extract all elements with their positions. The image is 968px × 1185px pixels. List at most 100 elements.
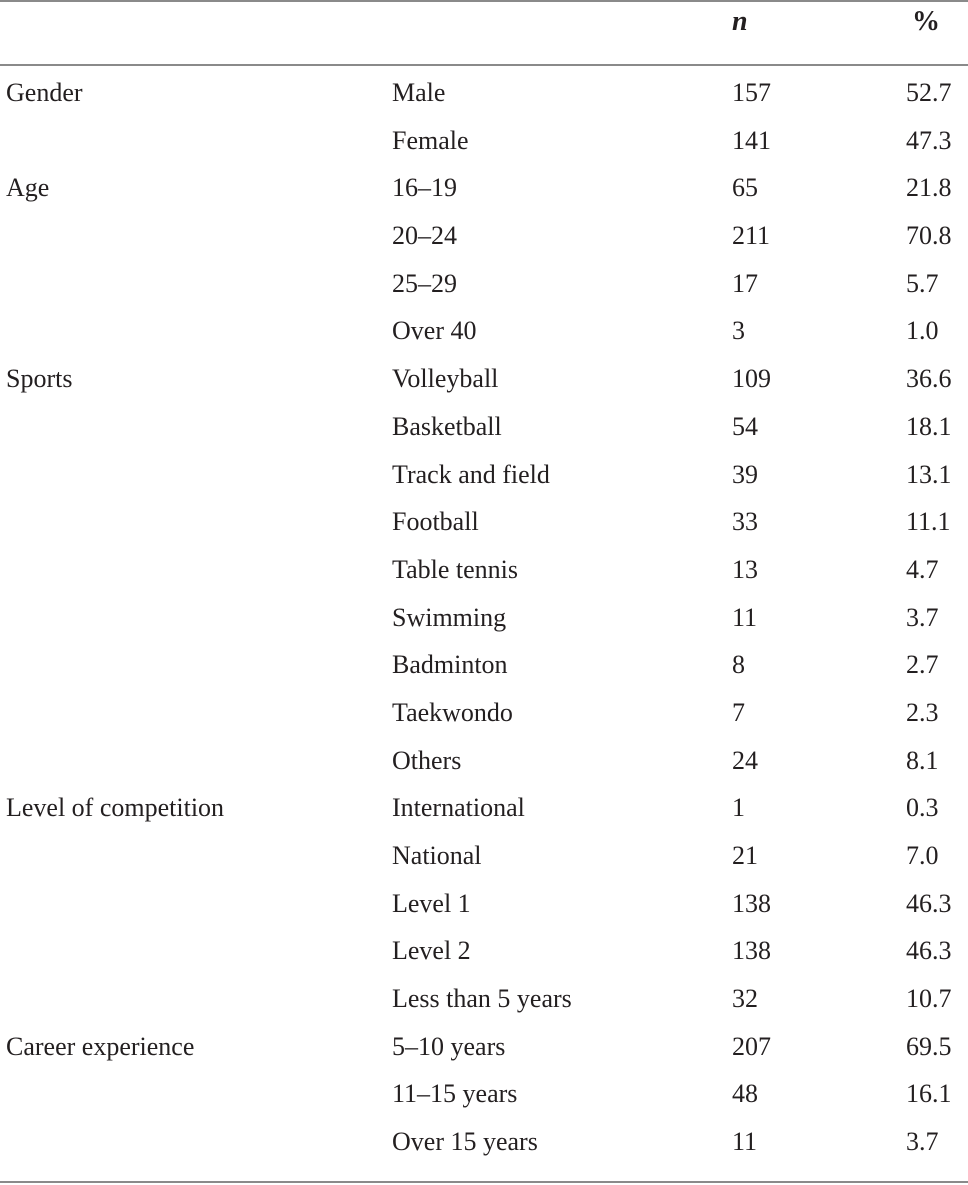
row-category-label: Basketball [392, 411, 502, 441]
row-category-label: Less than 5 years [392, 984, 572, 1014]
row-n-value: 17 [732, 268, 758, 298]
row-category-label: Over 15 years [392, 1127, 538, 1157]
row-category-label: Swimming [392, 602, 507, 632]
row-category-label: 11–15 years [392, 1079, 518, 1109]
row-category-label: 5–10 years [392, 1031, 506, 1061]
row-n-value: 3 [732, 316, 745, 346]
table-row: Track and field 39 13.1 [0, 451, 968, 499]
table-row: 20–24 211 70.8 [0, 212, 968, 260]
row-n-value: 11 [732, 602, 758, 632]
row-category-label: Badminton [392, 650, 508, 680]
row-percent-value: 52.7 [906, 78, 952, 107]
row-category-label: Table tennis [392, 554, 518, 584]
table-row: Female 141 47.3 [0, 117, 968, 165]
row-group-label: Gender [6, 78, 83, 107]
table-body: Gender Male 157 52.7 Female 141 47.3 Age 16–19 65… [0, 69, 968, 1166]
row-percent-value: 11.1 [906, 507, 951, 537]
row-category-label: International [392, 793, 525, 823]
row-group-label: Career experience [6, 1031, 195, 1061]
table-row: Badminton 8 2.7 [0, 641, 968, 689]
table-row: Over 15 years 11 3.7 [0, 1118, 968, 1166]
row-percent-value: 4.7 [906, 554, 939, 584]
row-percent-value: 2.7 [906, 650, 939, 680]
row-percent-value: 21.8 [906, 173, 952, 203]
table-header-rule [0, 64, 968, 66]
row-category-label: Taekwondo [392, 697, 513, 727]
row-n-value: 211 [732, 221, 771, 251]
table-row: Taekwondo 7 2.3 [0, 689, 968, 737]
row-n-value: 32 [732, 984, 758, 1014]
row-n-value: 109 [732, 364, 771, 394]
row-n-value: 13 [732, 554, 758, 584]
row-n-value: 207 [732, 1031, 771, 1061]
row-percent-value: 13.1 [906, 459, 952, 489]
row-n-value: 24 [732, 745, 758, 775]
row-n-value: 21 [732, 841, 758, 870]
row-category-label: Level 1 [392, 888, 471, 918]
table-row: Others 24 8.1 [0, 737, 968, 785]
row-category-label: National [392, 841, 482, 870]
row-percent-value: 2.3 [906, 697, 939, 727]
table-top-rule [0, 0, 968, 2]
row-n-value: 39 [732, 459, 758, 489]
row-percent-value: 70.8 [906, 221, 952, 251]
row-category-label: Volleyball [392, 364, 499, 394]
row-category-label: Others [392, 745, 462, 775]
row-percent-value: 8.1 [906, 745, 939, 775]
row-n-value: 8 [732, 650, 745, 680]
row-percent-value: 36.6 [906, 364, 952, 394]
table-row: Gender Male 157 52.7 [0, 69, 968, 117]
row-n-value: 138 [732, 936, 771, 966]
row-percent-value: 7.0 [906, 841, 939, 870]
table-row: Swimming 11 3.7 [0, 594, 968, 642]
table-row: Less than 5 years 32 10.7 [0, 975, 968, 1023]
row-percent-value: 46.3 [906, 888, 952, 918]
row-percent-value: 46.3 [906, 936, 952, 966]
row-category-label: 25–29 [392, 268, 457, 298]
row-category-label: Over 40 [392, 316, 477, 346]
row-percent-value: 3.7 [906, 602, 939, 632]
row-percent-value: 69.5 [906, 1031, 952, 1061]
table-row: Career experience 5–10 years 207 69.5 [0, 1023, 968, 1071]
row-category-label: Football [392, 507, 479, 537]
table-row: Level of competition International 1 0.3 [0, 784, 968, 832]
row-category-label: 16–19 [392, 173, 457, 203]
table-row: Level 2 138 46.3 [0, 927, 968, 975]
row-n-value: 141 [732, 125, 771, 155]
table-row: Basketball 54 18.1 [0, 403, 968, 451]
row-n-value: 138 [732, 888, 771, 918]
table-row: National 21 7.0 [0, 832, 968, 880]
header-percent: % [912, 6, 940, 37]
row-percent-value: 1.0 [906, 316, 939, 346]
table-row: Over 40 3 1.0 [0, 307, 968, 355]
table-row: Level 1 138 46.3 [0, 880, 968, 928]
table-row: Sports Volleyball 109 36.6 [0, 355, 968, 403]
row-category-label: Male [392, 78, 446, 107]
row-percent-value: 47.3 [906, 125, 952, 155]
row-group-label: Level of competition [6, 793, 225, 823]
row-n-value: 1 [732, 793, 745, 823]
row-group-label: Age [6, 173, 50, 203]
row-percent-value: 0.3 [906, 793, 939, 823]
row-group-label: Sports [6, 364, 73, 394]
row-n-value: 54 [732, 411, 758, 441]
row-category-label: Level 2 [392, 936, 471, 966]
table-bottom-rule [0, 1181, 968, 1183]
row-percent-value: 3.7 [906, 1127, 939, 1157]
row-category-label: Female [392, 125, 469, 155]
row-percent-value: 18.1 [906, 411, 952, 441]
row-n-value: 157 [732, 78, 771, 107]
row-n-value: 33 [732, 507, 758, 537]
row-n-value: 11 [732, 1127, 758, 1157]
table-header: n % [0, 0, 968, 64]
header-n: n [732, 6, 748, 37]
row-category-label: Track and field [392, 459, 550, 489]
table-row: 25–29 17 5.7 [0, 260, 968, 308]
table-row: Age 16–19 65 21.8 [0, 164, 968, 212]
row-n-value: 65 [732, 173, 758, 203]
table-row: Table tennis 13 4.7 [0, 546, 968, 594]
table-row: Football 33 11.1 [0, 498, 968, 546]
row-n-value: 48 [732, 1079, 758, 1109]
table-row: 11–15 years 48 16.1 [0, 1070, 968, 1118]
row-percent-value: 16.1 [906, 1079, 952, 1109]
